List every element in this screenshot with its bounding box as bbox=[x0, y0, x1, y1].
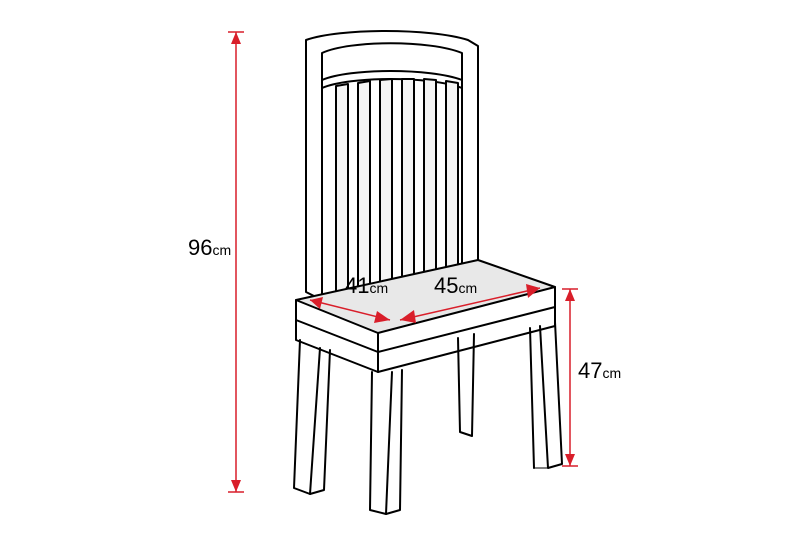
value-seat-depth: 41 bbox=[345, 273, 369, 298]
label-seat-depth: 41cm bbox=[345, 273, 388, 299]
backrest-slats bbox=[336, 79, 458, 298]
dim-height-total bbox=[228, 32, 244, 492]
label-seat-width: 45cm bbox=[434, 273, 477, 299]
chair-outline bbox=[294, 31, 562, 514]
value-height-total: 96 bbox=[188, 235, 212, 260]
value-seat-width: 45 bbox=[434, 273, 458, 298]
label-seat-height: 47cm bbox=[578, 358, 621, 384]
chair-legs bbox=[294, 322, 562, 514]
chair-svg bbox=[0, 0, 800, 533]
unit-seat-height: cm bbox=[602, 365, 621, 381]
unit-height-total: cm bbox=[212, 242, 231, 258]
label-height-total: 96cm bbox=[188, 235, 231, 261]
dim-seat-height bbox=[562, 289, 578, 466]
value-seat-height: 47 bbox=[578, 358, 602, 383]
unit-seat-depth: cm bbox=[369, 280, 388, 296]
chair-dimension-diagram: 96cm 41cm 45cm 47cm bbox=[0, 0, 800, 533]
unit-seat-width: cm bbox=[458, 280, 477, 296]
